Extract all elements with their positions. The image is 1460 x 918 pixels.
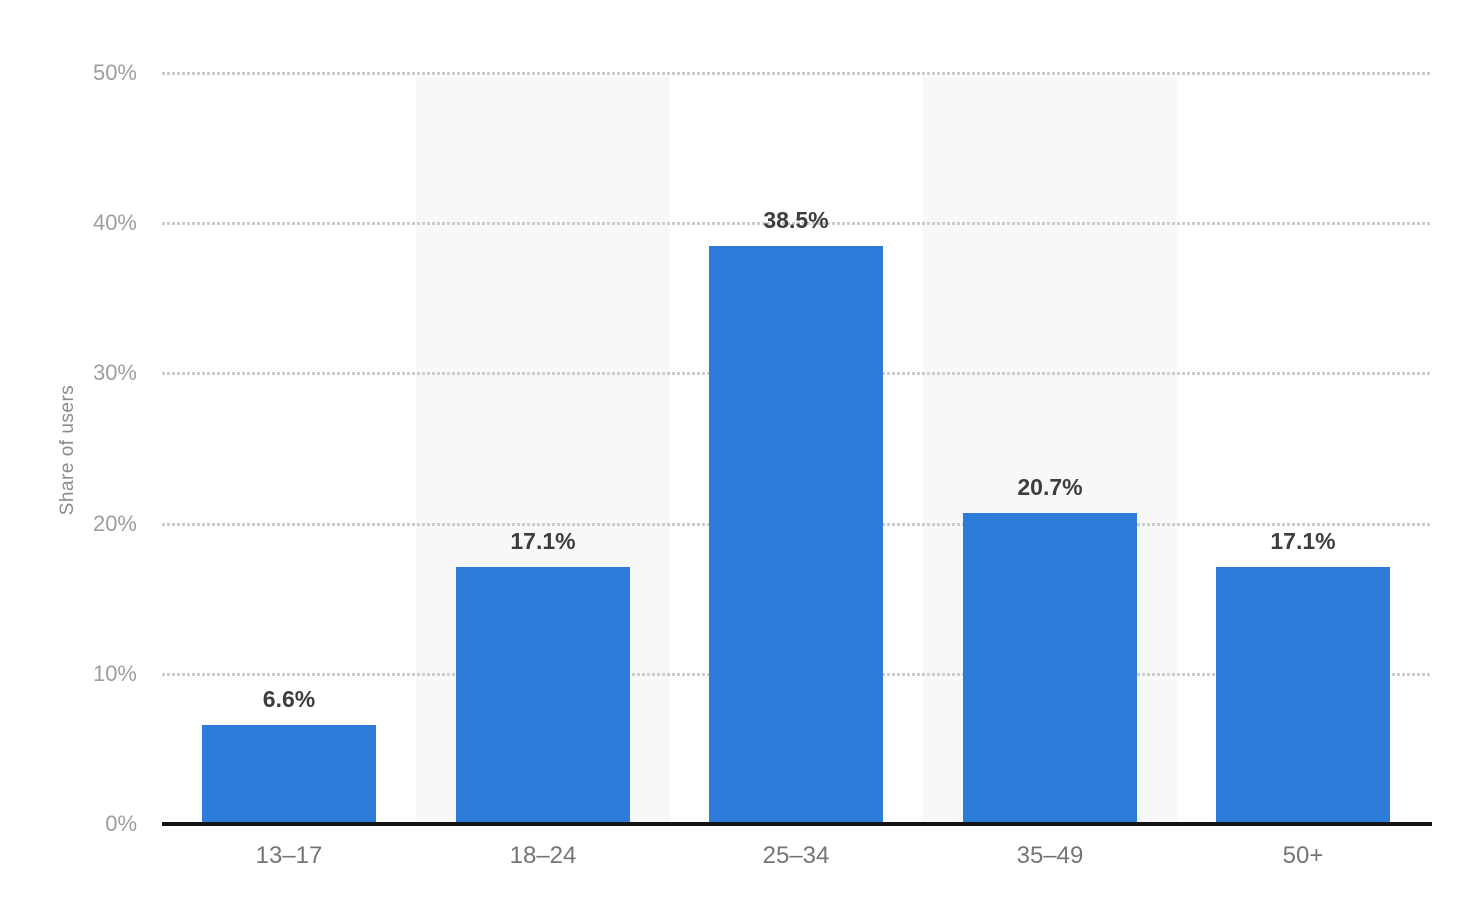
- value-label: 20.7%: [1017, 474, 1083, 501]
- value-label: 17.1%: [1270, 528, 1336, 555]
- bar-35-49: [963, 513, 1137, 824]
- x-tick-label-13-17: 13–17: [255, 842, 323, 869]
- bar-25-34: [709, 245, 883, 824]
- bar-group-50-plus: 17.1%: [1176, 73, 1430, 824]
- gridline-50: [162, 72, 1432, 75]
- y-tick-label-10: 10%: [92, 661, 137, 686]
- x-tick-label-25-34: 25–34: [762, 842, 830, 869]
- bar-group-35-49: 20.7%: [923, 73, 1177, 824]
- value-label: 38.5%: [763, 206, 829, 233]
- value-label: 6.6%: [262, 685, 316, 712]
- bar-group-18-24: 17.1%: [416, 73, 670, 824]
- x-tick-label-50-plus: 50+: [1282, 842, 1324, 869]
- bar-group-25-34: 38.5%: [669, 73, 923, 824]
- bar-13-17: [202, 724, 376, 824]
- gridline-40: [162, 222, 1432, 225]
- bar-50-plus: [1216, 567, 1390, 824]
- x-tick-label-35-49: 35–49: [1016, 842, 1084, 869]
- y-tick-label-50: 50%: [92, 60, 137, 85]
- bar-group-13-17: 6.6%: [162, 73, 416, 824]
- y-tick-label-20: 20%: [92, 511, 137, 536]
- y-tick-label-0: 0%: [105, 811, 137, 836]
- x-tick-label-18-24: 18–24: [509, 842, 577, 869]
- x-axis-line: [162, 822, 1432, 826]
- bar-18-24: [456, 567, 630, 824]
- y-tick-label-40: 40%: [92, 210, 137, 235]
- y-axis-title: Share of users: [57, 384, 78, 516]
- y-tick-label-30: 30%: [92, 360, 137, 385]
- value-label: 17.1%: [510, 528, 576, 555]
